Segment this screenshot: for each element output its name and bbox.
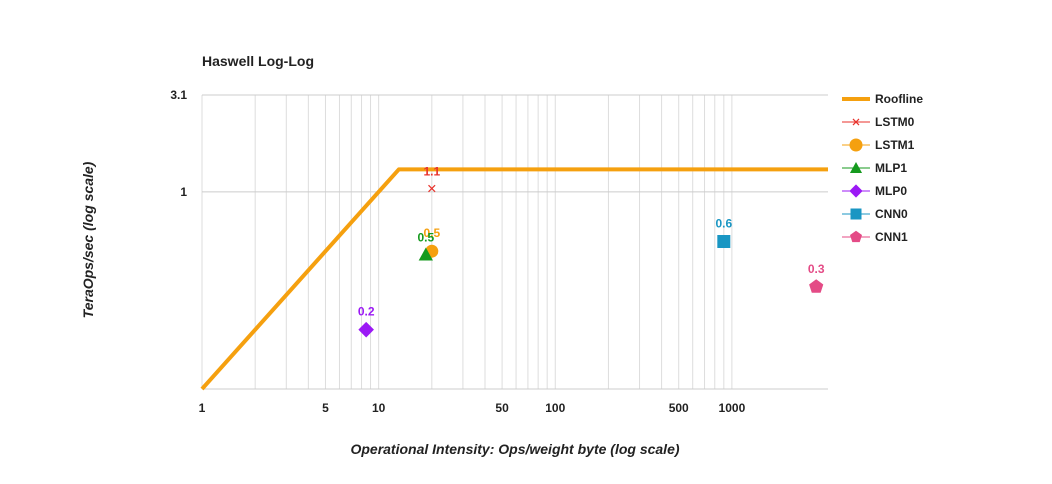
- x-tick-label: 50: [495, 401, 509, 415]
- x-tick-label: 1000: [719, 401, 746, 415]
- mlp0-data-label: 0.2: [358, 305, 375, 319]
- legend-item-lstm1: LSTM1: [842, 138, 915, 152]
- legend-label: LSTM1: [875, 138, 915, 152]
- gridlines: [201, 94, 828, 390]
- mlp0-point: [358, 321, 374, 338]
- lstm0-data-label: 1.1: [423, 165, 440, 179]
- legend: Roofline LSTM0 LSTM1 MLP1 MLP0 CNN0 CNN1: [842, 92, 923, 244]
- cnn0-point: [717, 235, 731, 249]
- lstm0-point: [428, 184, 436, 193]
- tick-labels: 1 5 10 50 100 500 1000 1 3.1: [170, 88, 745, 415]
- legend-marker: [850, 208, 862, 220]
- mlp1-data-label: 0.5: [417, 231, 434, 245]
- legend-label: LSTM0: [875, 115, 915, 129]
- legend-item-mlp0: MLP0: [842, 184, 907, 198]
- cnn1-data-label: 0.3: [808, 262, 825, 276]
- legend-item-mlp1: MLP1: [842, 161, 907, 175]
- chart-title: Haswell Log-Log: [202, 53, 314, 69]
- x-tick-label: 1: [199, 401, 206, 415]
- legend-marker: [850, 230, 862, 243]
- legend-marker: [849, 184, 863, 198]
- y-tick-label: 1: [180, 185, 187, 199]
- legend-marker: [852, 118, 860, 126]
- x-tick-label: 10: [372, 401, 386, 415]
- legend-label: CNN0: [875, 207, 908, 221]
- x-tick-label: 5: [322, 401, 329, 415]
- x-tick-label: 500: [669, 401, 689, 415]
- legend-item-lstm0: LSTM0: [842, 115, 915, 129]
- cnn1-point: [809, 279, 824, 293]
- legend-label: MLP0: [875, 184, 907, 198]
- legend-item-cnn0: CNN0: [842, 207, 908, 221]
- legend-marker: [849, 161, 863, 173]
- legend-marker: [849, 138, 863, 152]
- legend-item-cnn1: CNN1: [842, 230, 908, 244]
- cnn0-data-label: 0.6: [715, 217, 732, 231]
- legend-label: CNN1: [875, 230, 908, 244]
- x-axis-title: Operational Intensity: Ops/weight byte (…: [350, 441, 679, 457]
- roofline-line: [200, 167, 828, 391]
- mlp1-point: [418, 247, 433, 261]
- x-tick-label: 100: [545, 401, 565, 415]
- legend-label: Roofline: [875, 92, 923, 106]
- y-tick-label: 3.1: [170, 88, 187, 102]
- y-axis-title: TeraOps/sec (log scale): [80, 161, 96, 318]
- data-series: [200, 167, 828, 391]
- data-labels: 1.1 0.50.5 0.2 0.6 0.3: [358, 165, 825, 319]
- lstm1-data-label: 0.5: [423, 226, 440, 240]
- legend-item-roofline: Roofline: [842, 92, 923, 106]
- legend-label: MLP1: [875, 161, 907, 175]
